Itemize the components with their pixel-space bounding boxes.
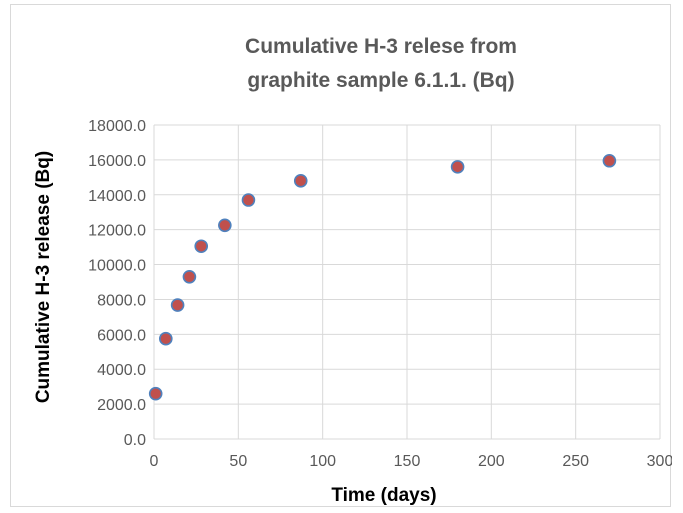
y-tick-label: 10000.0	[88, 258, 146, 275]
data-point	[241, 193, 256, 207]
x-tick-label: 100	[309, 453, 336, 470]
data-points	[148, 153, 617, 401]
data-point	[170, 298, 185, 312]
scatter-chart: 0.0 2000.0 4000.0 6000.0 8000.0 10000.0 12000.…	[33, 35, 674, 506]
data-point	[602, 153, 617, 168]
data-point	[218, 218, 232, 233]
chart-area: 0.0 2000.0 4000.0 6000.0 8000.0 10000.0 12000.…	[10, 4, 674, 507]
data-point	[182, 269, 197, 284]
x-tick-label: 150	[394, 453, 421, 470]
gridlines	[154, 124, 661, 439]
y-tick-label: 14000.0	[88, 188, 146, 205]
data-point	[194, 239, 209, 254]
y-tick-label: 16000.0	[88, 153, 146, 170]
y-tick-label: 2000.0	[97, 397, 146, 414]
y-tick-label: 0.0	[124, 432, 146, 449]
y-tick-labels: 0.0 2000.0 4000.0 6000.0 8000.0 10000.0 12000.…	[88, 118, 146, 449]
x-tick-label: 0	[150, 453, 159, 470]
x-tick-label: 300	[647, 453, 672, 470]
x-tick-label: 50	[229, 453, 247, 470]
x-tick-label: 250	[562, 453, 589, 470]
y-tick-label: 18000.0	[88, 118, 146, 135]
y-tick-label: 8000.0	[97, 292, 146, 309]
x-tick-labels: 0 50 100 150 200 250 300	[150, 453, 674, 470]
chart-title-line-1: Cumulative H-3 relese from	[245, 35, 517, 58]
data-point	[148, 386, 163, 401]
y-tick-label: 6000.0	[97, 327, 146, 344]
data-point	[450, 160, 465, 174]
axes	[153, 125, 660, 440]
data-point	[293, 174, 308, 188]
x-tick-label: 200	[478, 453, 505, 470]
y-tick-label: 12000.0	[88, 223, 146, 240]
y-tick-label: 4000.0	[97, 362, 146, 379]
data-point	[159, 331, 173, 346]
x-axis-label: Time (days)	[331, 485, 436, 506]
y-axis-label: Cumulative H-3 release (Bq)	[33, 151, 54, 403]
chart-title-line-2: graphite sample 6.1.1. (Bq)	[247, 69, 514, 92]
